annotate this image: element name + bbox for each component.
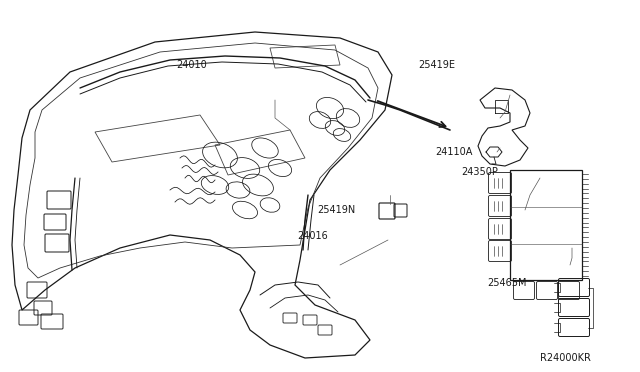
Text: 24016: 24016 bbox=[298, 231, 328, 241]
Text: 25419E: 25419E bbox=[419, 60, 456, 70]
Text: 25465M: 25465M bbox=[488, 278, 527, 288]
Bar bbox=[510, 170, 582, 280]
Text: 24110A: 24110A bbox=[435, 147, 472, 157]
Text: R24000KR: R24000KR bbox=[540, 353, 591, 363]
Text: 24010: 24010 bbox=[176, 60, 207, 70]
Text: 25419N: 25419N bbox=[317, 205, 355, 215]
Text: 24350P: 24350P bbox=[461, 167, 498, 177]
